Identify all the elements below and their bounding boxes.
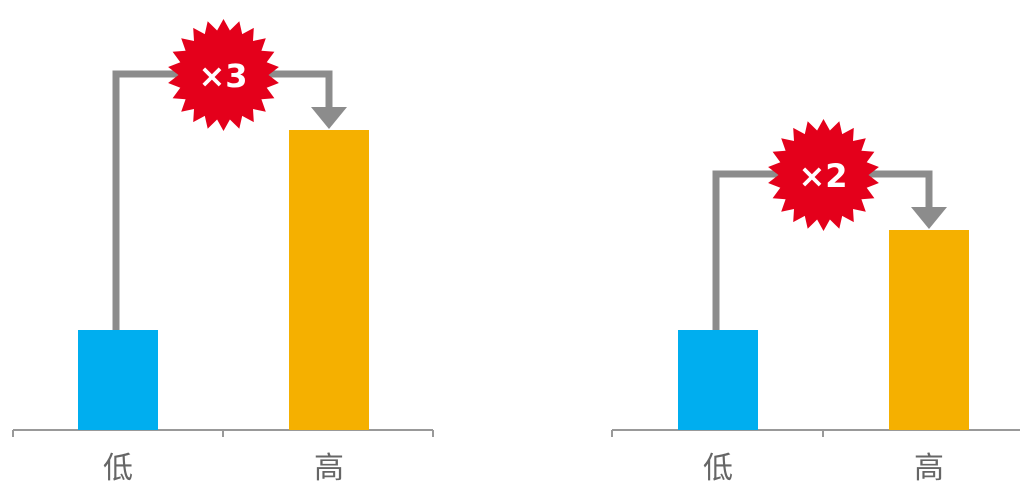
multiplier-badge-burst <box>168 19 279 131</box>
multiplier-badge-burst <box>768 119 879 231</box>
tick-label-high: 高 <box>314 451 344 485</box>
tick-label-low: 低 <box>103 451 133 485</box>
bar-high <box>889 230 969 430</box>
chart-panel-2: ×2 低 高 <box>611 119 1020 485</box>
bar-low <box>78 330 158 430</box>
multiplier-badge-label: ×3 <box>198 57 247 95</box>
bar-high <box>289 130 369 430</box>
multiplier-badge-label: ×2 <box>798 157 847 195</box>
tick-label-high: 高 <box>914 451 944 485</box>
tick-label-low: 低 <box>703 451 733 485</box>
connector-arrowhead <box>311 107 347 129</box>
connector-arrowhead <box>911 207 947 229</box>
bar-low <box>678 330 758 430</box>
chart-panel-1: ×3 低 高 <box>12 19 434 485</box>
